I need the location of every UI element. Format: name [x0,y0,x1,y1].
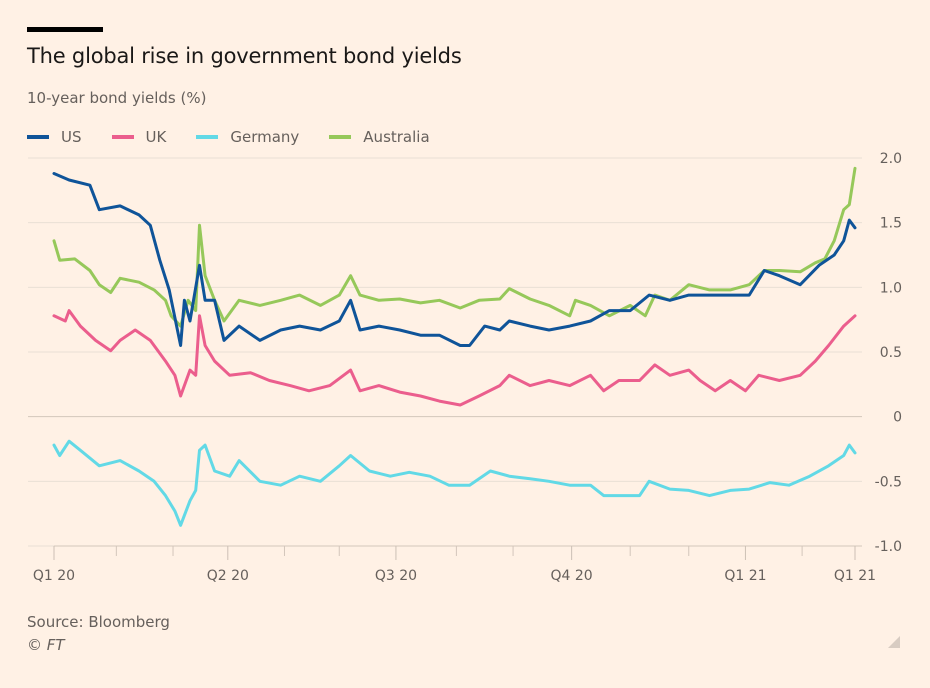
legend-swatch [111,135,134,139]
y-tick-label: 2.0 [880,151,902,167]
chart-title: The global rise in government bond yield… [27,44,462,68]
y-tick-label: 1.5 [880,216,902,232]
y-tick-label: 1.0 [880,280,902,296]
series-line-us [52,172,857,347]
legend-item-germany: Germany [196,128,299,146]
brand-bar [27,27,103,32]
source-note: Source: Bloomberg [27,613,170,631]
x-tick-label: Q3 20 [375,568,417,584]
y-tick-label: 0.5 [880,345,902,361]
series-line-germany [52,439,857,527]
series-line-australia [52,166,857,328]
x-tick-label: Q1 20 [33,568,75,584]
series-line-uk [52,309,857,407]
legend-label: Australia [363,128,430,146]
y-tick-label: 0 [893,410,902,426]
resize-handle-icon[interactable] [888,636,900,648]
copyright: © FT [27,636,65,654]
legend-item-australia: Australia [329,128,430,146]
x-tick-label: Q4 20 [551,568,593,584]
legend-swatch [27,135,49,139]
legend-swatch [196,135,219,139]
legend: US UK Germany Australia [27,128,460,146]
x-tick-label: Q1 21 [724,568,766,584]
legend-swatch [329,135,352,139]
y-tick-label: -0.5 [875,474,902,490]
chart-subtitle: 10-year bond yields (%) [27,89,207,107]
y-tick-label: -1.0 [875,539,902,555]
x-tick-label: Q2 20 [207,568,249,584]
legend-item-uk: UK [111,128,167,146]
legend-label: UK [145,128,167,146]
legend-label: US [61,128,82,146]
x-tick-label: Q1 21 [834,568,876,584]
legend-label: Germany [230,128,300,146]
legend-item-us: US [27,128,82,146]
